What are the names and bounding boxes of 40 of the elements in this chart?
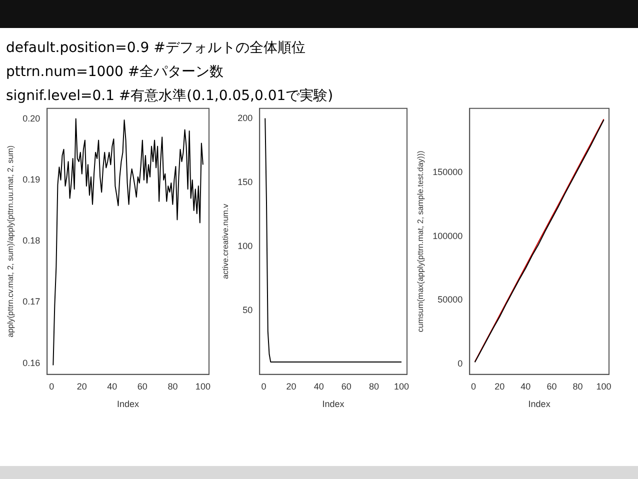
x-axis-title: Index xyxy=(117,399,140,410)
y-tick-label: 0.19 xyxy=(22,174,40,184)
y-axis-title: active.creative.num.v xyxy=(221,204,230,279)
y-tick-label: 50 xyxy=(242,305,253,316)
x-tick-label: 80 xyxy=(368,381,379,392)
x-tick-label: 40 xyxy=(107,381,118,392)
x-tick-label: 0 xyxy=(471,381,476,392)
x-tick-label: 0 xyxy=(261,381,266,392)
y-tick-label: 0.17 xyxy=(22,296,40,307)
y-tick-label: 0 xyxy=(458,358,463,369)
x-tick-label: 100 xyxy=(394,381,410,392)
x-tick-label: 60 xyxy=(137,381,148,392)
x-axis-title: Index xyxy=(528,399,551,410)
text: pttrn.num=1000 #全パターン数 xyxy=(6,63,225,82)
x-tick-label: 100 xyxy=(596,381,612,392)
x-tick-label: 80 xyxy=(572,381,583,392)
y-tick-label: 0.16 xyxy=(22,358,40,368)
x-tick-label: 20 xyxy=(76,381,87,392)
x-axis-title: Index xyxy=(322,399,345,410)
x-tick-label: 60 xyxy=(546,381,557,392)
x-tick-label: 20 xyxy=(286,381,296,392)
y-tick-label: 150 xyxy=(238,176,253,187)
x-tick-label: 20 xyxy=(494,381,505,392)
y-axis-title: apply(pttrn.cv.mat, 2, sum)/apply(pttrn.uu.mat, 2, sum) xyxy=(6,145,16,338)
x-tick-label: 0 xyxy=(49,381,54,392)
y-tick-label: 200 xyxy=(238,112,253,123)
text: default.position=0.9 #デフォルトの全体順位 xyxy=(6,39,306,58)
y-tick-label: 50000 xyxy=(438,294,463,305)
y-tick-label: 0.20 xyxy=(22,113,40,124)
x-tick-label: 80 xyxy=(168,381,178,392)
text: signif.level=0.1 #有意水準(0.1,0.05,0.01で実験) xyxy=(6,87,334,106)
x-tick-label: 60 xyxy=(341,381,352,392)
y-tick-label: 100 xyxy=(238,241,253,252)
x-tick-label: 40 xyxy=(520,381,531,392)
x-tick-label: 100 xyxy=(195,381,210,392)
y-axis-title: cumsum(max(apply(pttrn.mat, 2, sample.test.day))) xyxy=(416,150,426,332)
y-tick-label: 150000 xyxy=(432,166,463,177)
y-tick-label: 0.18 xyxy=(22,236,40,246)
y-tick-label: 100000 xyxy=(432,230,463,241)
x-tick-label: 40 xyxy=(314,381,324,392)
